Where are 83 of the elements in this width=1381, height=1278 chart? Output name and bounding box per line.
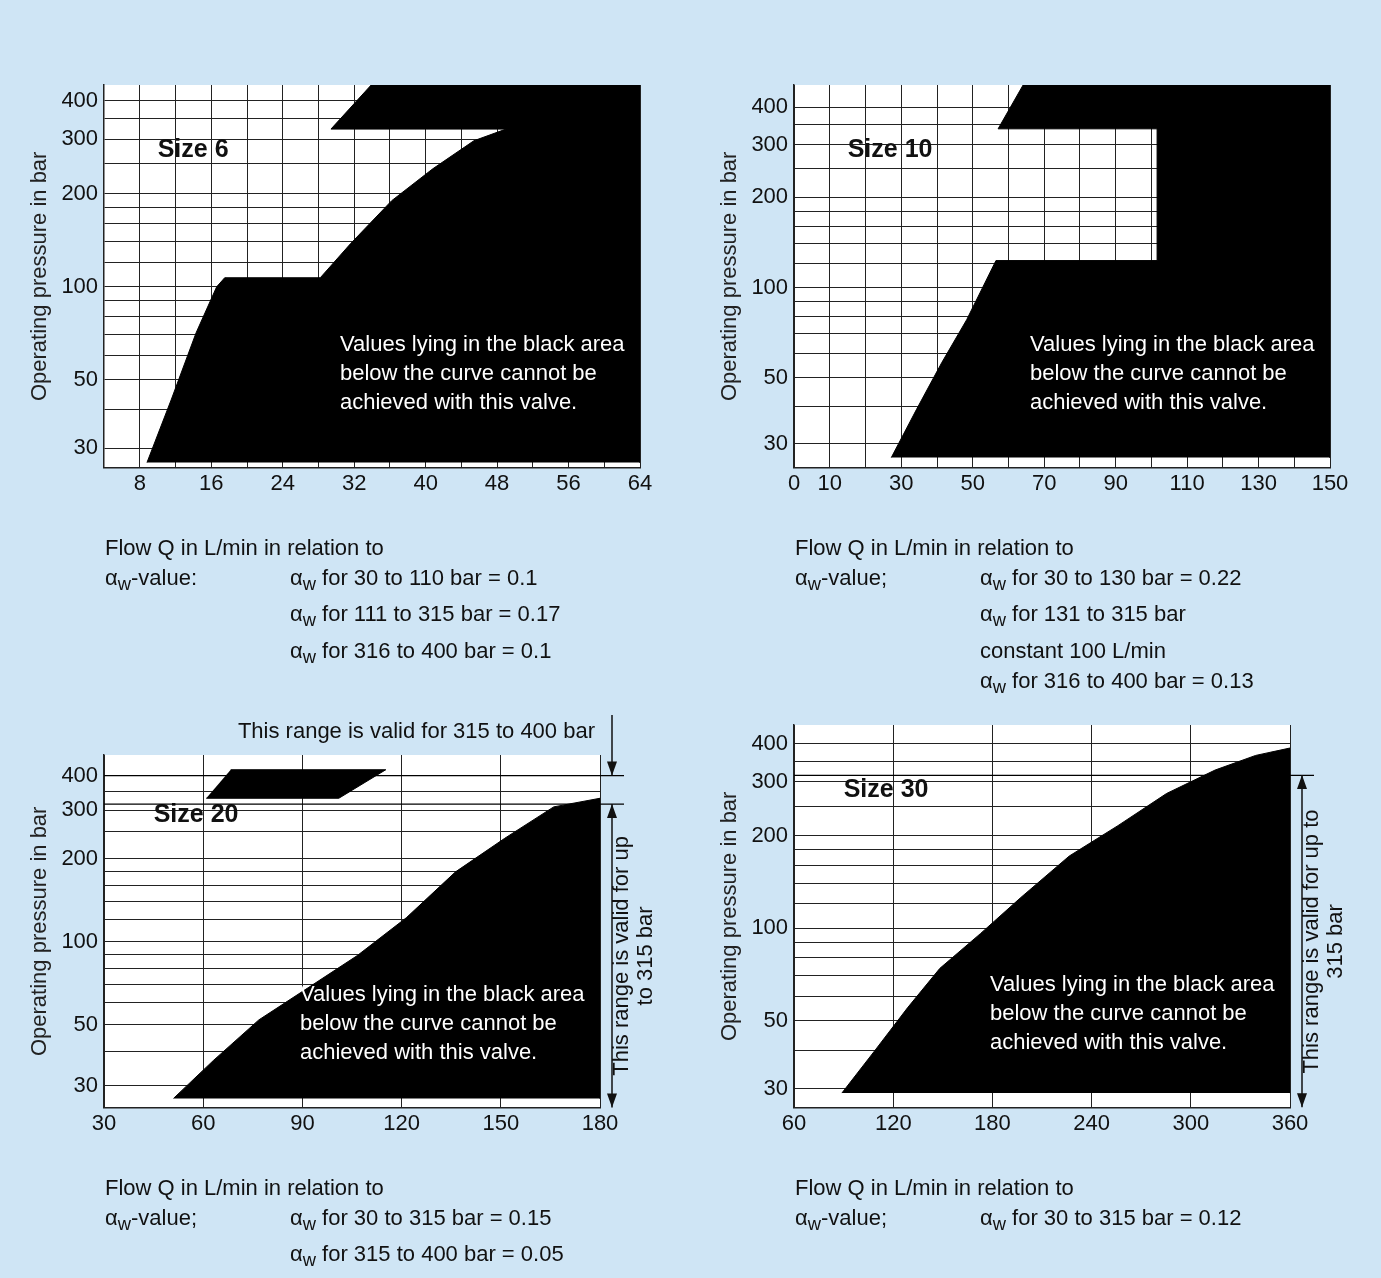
x-tick-label: 56	[556, 469, 581, 495]
text: α$_{w}$ for 131 to 315 bar	[980, 600, 1187, 633]
x-tick-label: 150	[1311, 469, 1349, 495]
x-axis-title: Flow Q in L/min in relation to	[105, 1174, 385, 1202]
y-tick-label: 50	[763, 363, 789, 389]
y-tick-label: 400	[751, 93, 789, 119]
x-tick-label: 30	[91, 1109, 117, 1135]
text: α$_{w}$ for 111 to 315 bar = 0.17	[290, 600, 561, 633]
x-tick-label: 10	[817, 469, 843, 495]
annotation: Size 30	[843, 773, 929, 802]
x-tick-label: 240	[1073, 1109, 1110, 1135]
x-tick-label: 120	[383, 1109, 420, 1135]
x-tick-label: 24	[270, 469, 295, 495]
x-tick-label: 180	[974, 1109, 1011, 1135]
y-tick-label: 200	[61, 179, 99, 205]
y-tick-label: 30	[73, 434, 99, 460]
ref-line-label: This range is valid for up to 315 bar	[1298, 809, 1348, 1074]
text: α$_{w}$-value;	[795, 1204, 888, 1237]
y-tick-label: 100	[61, 272, 99, 298]
text: α$_{w}$ for 316 to 400 bar = 0.1	[290, 636, 553, 670]
y-tick-label: 400	[61, 86, 99, 112]
x-tick-label: 130	[1240, 469, 1277, 495]
x-tick-label: 110	[1169, 469, 1205, 495]
y-tick-label: 50	[73, 1010, 99, 1036]
annotation: Values lying in the black area below the curve cannot be achieved with this valve.	[340, 331, 626, 415]
y-tick-label: 100	[61, 927, 99, 953]
y-tick-label: 50	[73, 365, 99, 391]
y-tick-label: 30	[763, 429, 789, 455]
annotation: Values lying in the black area below the curve cannot be achieved with this valve.	[1030, 331, 1316, 415]
x-axis-title: Flow Q in L/min in relation to	[105, 534, 385, 562]
x-tick-label: 180	[581, 1109, 619, 1135]
x-tick-label: 90	[1103, 469, 1128, 495]
text: α$_{w}$ for 30 to 110 bar = 0.1	[290, 564, 539, 597]
x-tick-label: 30	[889, 469, 914, 495]
x-tick-label: 300	[1172, 1109, 1210, 1135]
text: α$_{w}$-value;	[105, 1204, 198, 1237]
text: α$_{w}$-value;	[795, 564, 888, 597]
y-tick-label: 300	[751, 130, 789, 156]
x-tick-label: 40	[413, 469, 438, 495]
y-tick-label: 100	[751, 273, 789, 299]
x-tick-label: 60	[191, 1109, 216, 1135]
text: α$_{w}$ for 30 to 130 bar = 0.22	[980, 564, 1243, 597]
y-tick-label: 200	[61, 844, 99, 870]
y-tick-label: 300	[751, 767, 789, 793]
x-tick-label: 70	[1031, 469, 1057, 495]
x-axis-title: Flow Q in L/min in relation to	[795, 534, 1075, 562]
x-tick-label: 60	[781, 1109, 807, 1135]
text: α$_{w}$ for 316 to 400 bar = 0.13	[980, 666, 1254, 700]
ref-line-label: This range is valid for 315 to 400 bar	[237, 718, 595, 744]
annotation: Values lying in the black area below the curve cannot be achieved with this valve.	[990, 971, 1276, 1055]
y-tick-label: 50	[763, 1006, 789, 1032]
y-tick-label: 30	[763, 1074, 789, 1100]
y-tick-label: 400	[751, 729, 789, 755]
x-tick-label: 16	[199, 469, 224, 495]
y-axis-title: Operating pressure in bar	[716, 791, 742, 1042]
y-tick-label: 400	[61, 761, 99, 787]
ref-line-label: This range is valid for up to 315 bar	[608, 836, 658, 1076]
y-tick-label: 300	[61, 125, 99, 151]
x-tick-label: 120	[874, 1109, 912, 1135]
y-tick-label: 300	[61, 796, 99, 822]
y-axis-title: Operating pressure in bar	[26, 151, 52, 402]
y-tick-label: 200	[751, 183, 789, 209]
x-tick-label: 8	[133, 469, 146, 495]
x-axis-title: Flow Q in L/min in relation to	[795, 1174, 1075, 1202]
y-tick-label: 100	[751, 914, 789, 940]
text: α$_{w}$-value:	[105, 564, 198, 597]
x-tick-label: 32	[341, 469, 367, 495]
y-axis-title: Operating pressure in bar	[26, 806, 52, 1057]
text: α$_{w}$ for 30 to 315 bar = 0.12	[980, 1204, 1242, 1237]
text: constant 100 L/min	[980, 636, 1167, 665]
x-tick-label: 0	[787, 469, 801, 495]
y-axis-title: Operating pressure in bar	[716, 151, 742, 402]
annotation: Values lying in the black area below the curve cannot be achieved with this valve.	[300, 980, 586, 1064]
text: α$_{w}$ for 30 to 315 bar = 0.15	[290, 1204, 553, 1237]
x-tick-label: 50	[960, 469, 985, 495]
x-tick-label: 150	[482, 1109, 520, 1135]
x-tick-label: 64	[627, 469, 653, 495]
x-tick-label: 90	[290, 1109, 315, 1135]
text: α$_{w}$ for 315 to 400 bar = 0.05	[290, 1240, 564, 1273]
x-tick-label: 48	[484, 469, 510, 495]
y-tick-label: 30	[73, 1071, 99, 1097]
y-tick-label: 200	[751, 821, 789, 847]
x-tick-label: 360	[1271, 1109, 1309, 1135]
